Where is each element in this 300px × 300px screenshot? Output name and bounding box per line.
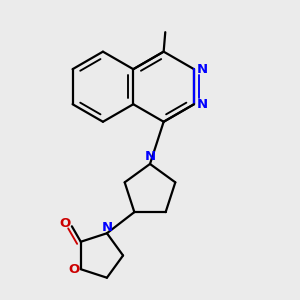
Text: N: N [197, 63, 208, 76]
Text: O: O [60, 217, 71, 230]
Text: N: N [197, 98, 208, 111]
Text: N: N [102, 221, 113, 234]
Text: N: N [144, 150, 156, 163]
Text: O: O [68, 263, 79, 276]
